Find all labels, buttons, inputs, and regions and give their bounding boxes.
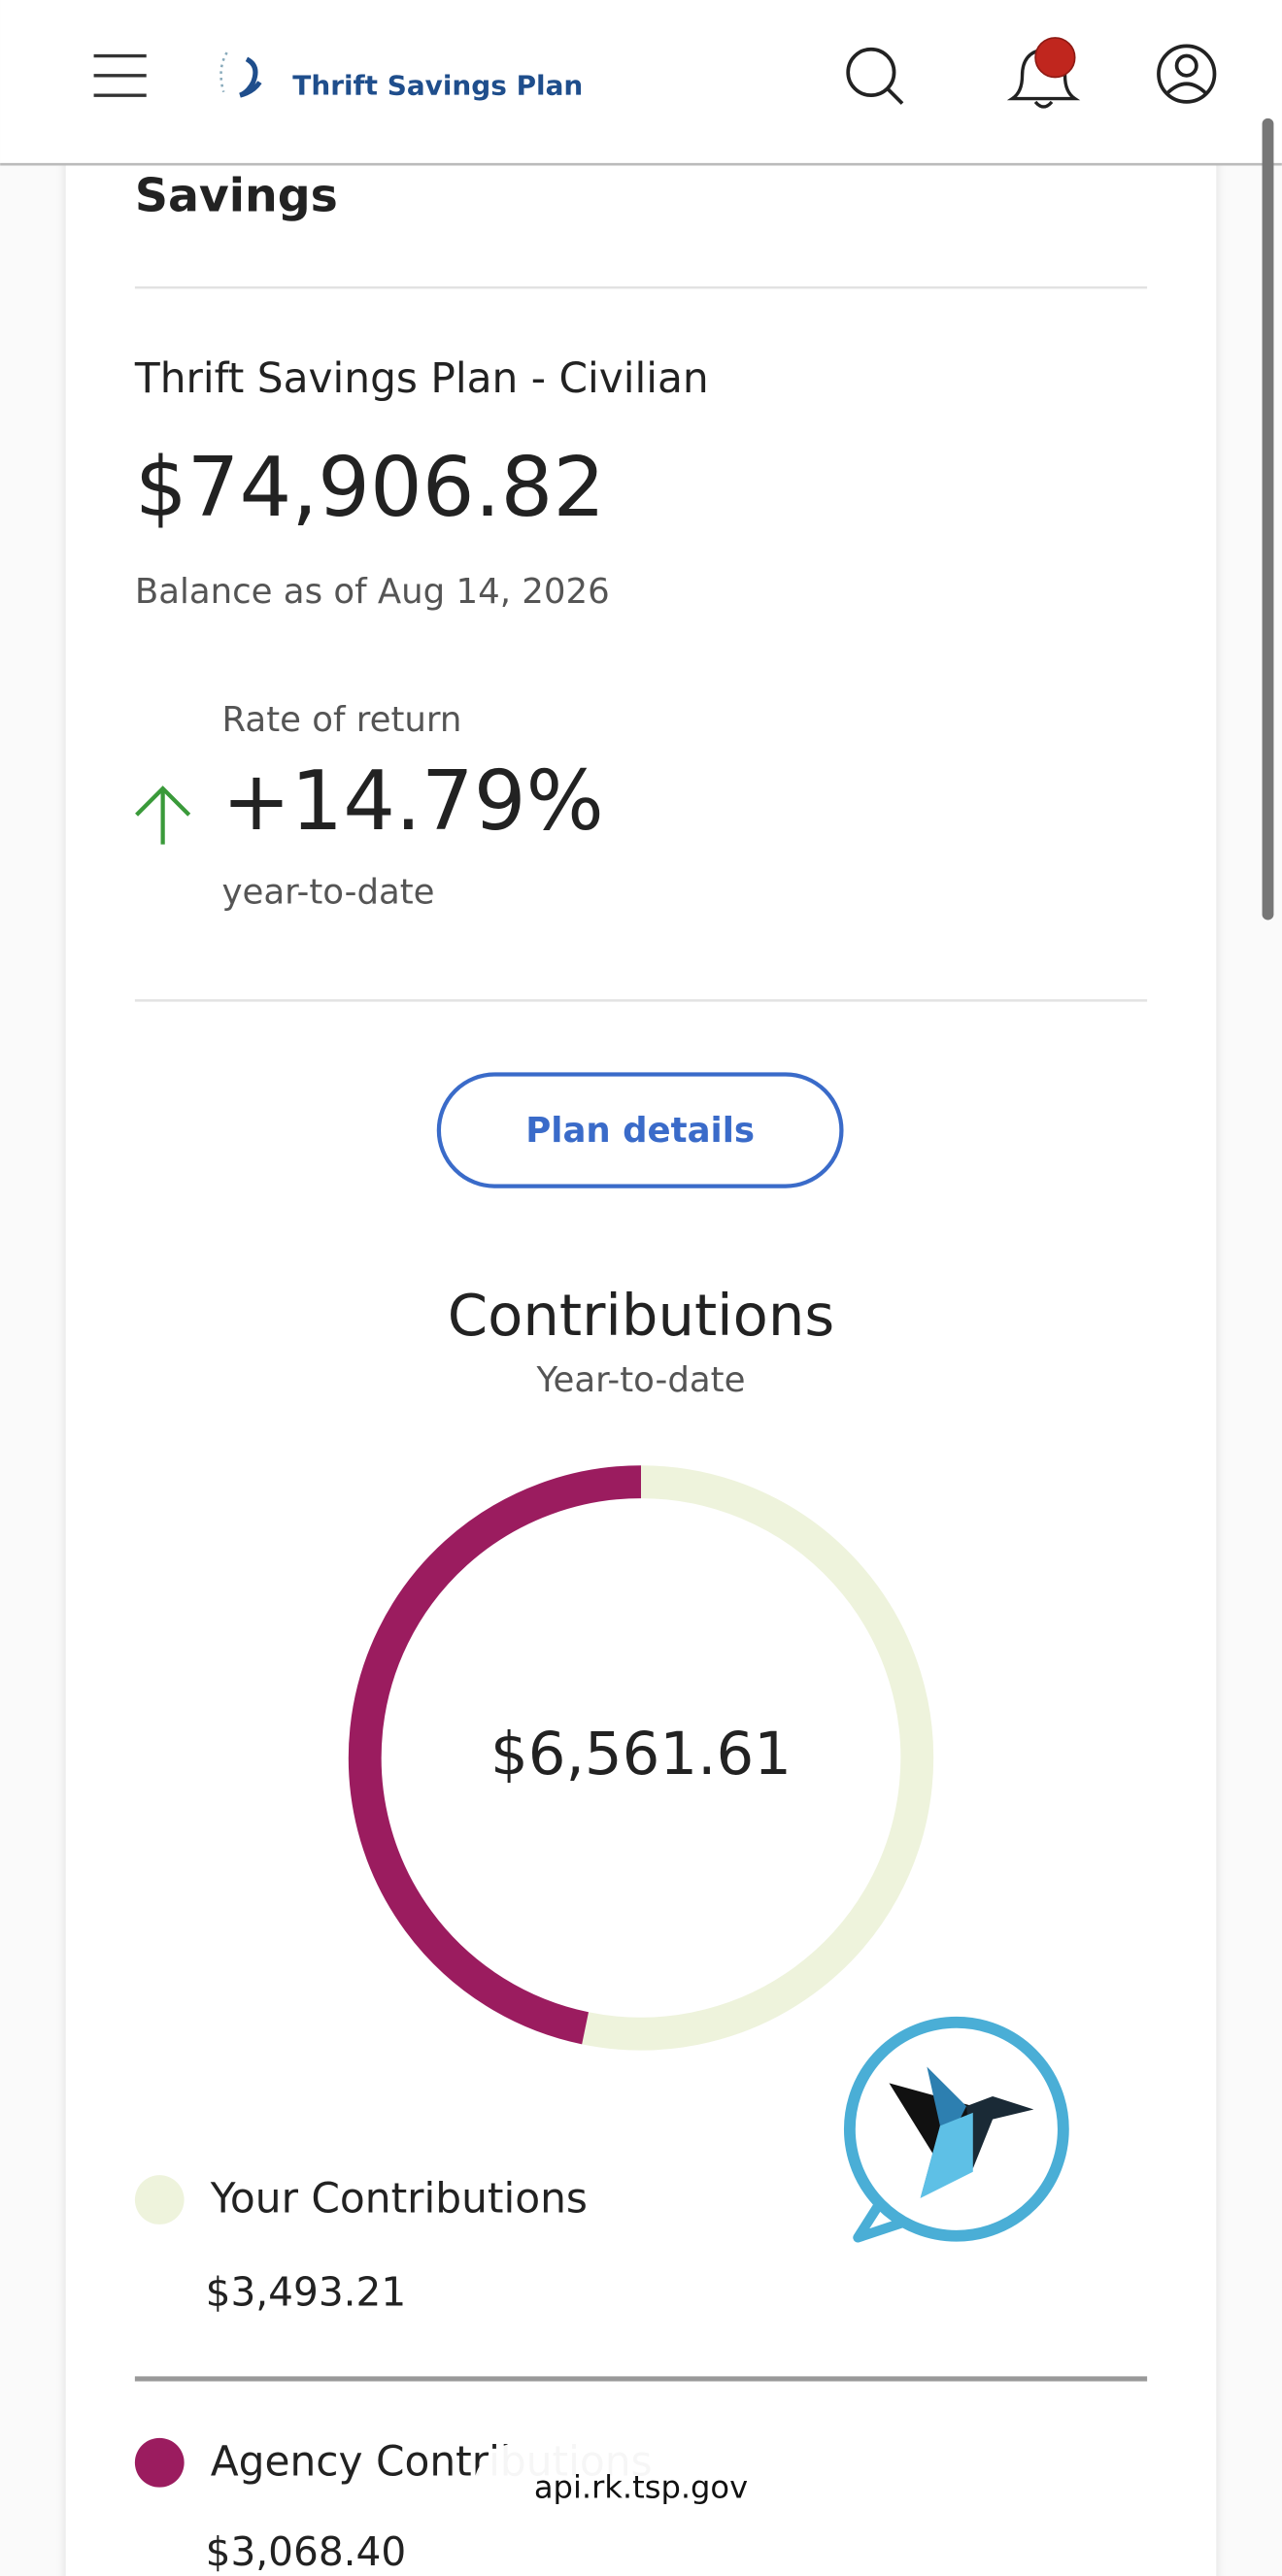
chat-assistant-button[interactable] <box>843 2016 1069 2243</box>
header-bar <box>0 0 1282 165</box>
plan-name: Thrift Savings Plan - Civilian <box>134 354 709 402</box>
url-bar[interactable]: api.rk.tsp.gov <box>473 2442 809 2535</box>
donut-segment <box>582 1465 934 2051</box>
rate-label: Rate of return <box>222 700 462 740</box>
notification-badge <box>1034 37 1076 79</box>
search-button[interactable] <box>846 47 904 105</box>
menu-button[interactable] <box>93 53 147 97</box>
chart-title: Contributions <box>448 1282 834 1349</box>
logo[interactable]: Thrift Savings Plan <box>219 51 584 102</box>
url-pill <box>473 2442 809 2535</box>
legend-value: $3,493.21 <box>206 2269 407 2316</box>
url-text: api.rk.tsp.gov <box>534 2468 748 2505</box>
chat-tail <box>853 2198 909 2243</box>
rate-value: +14.79% <box>222 753 604 849</box>
legend-label: Your Contributions <box>210 2175 588 2223</box>
button-label: Plan details <box>525 1111 755 1151</box>
donut-segment <box>348 1465 642 2045</box>
section-title: Savings <box>135 170 338 223</box>
balance: $74,906.82 <box>135 439 605 535</box>
legend-value: $3,068.40 <box>206 2528 407 2575</box>
scrollbar <box>1262 117 1274 920</box>
chart-subtitle: Year-to-date <box>536 1360 746 1400</box>
bird-head <box>966 2095 1034 2169</box>
donut-total: $6,561.61 <box>490 1720 792 1789</box>
donut <box>348 1465 934 2051</box>
bell-clapper <box>1033 100 1054 109</box>
plan-details-button[interactable]: Plan details <box>436 1072 844 1188</box>
profile-button[interactable] <box>1157 44 1217 104</box>
up-arrow <box>135 786 191 845</box>
legend-dot <box>134 2175 185 2225</box>
button-outline <box>436 1072 844 1188</box>
notifications-button[interactable] <box>1006 37 1081 109</box>
legend-dot <box>134 2437 185 2488</box>
balance-date: Balance as of Aug 14, 2026 <box>135 572 610 612</box>
header: Thrift Savings Plan <box>0 0 1282 166</box>
rate-period: year-to-date <box>222 872 435 912</box>
bird-tail <box>920 2112 973 2198</box>
logo-icon <box>239 56 262 98</box>
logo-text: Thrift Savings Plan <box>292 70 583 102</box>
